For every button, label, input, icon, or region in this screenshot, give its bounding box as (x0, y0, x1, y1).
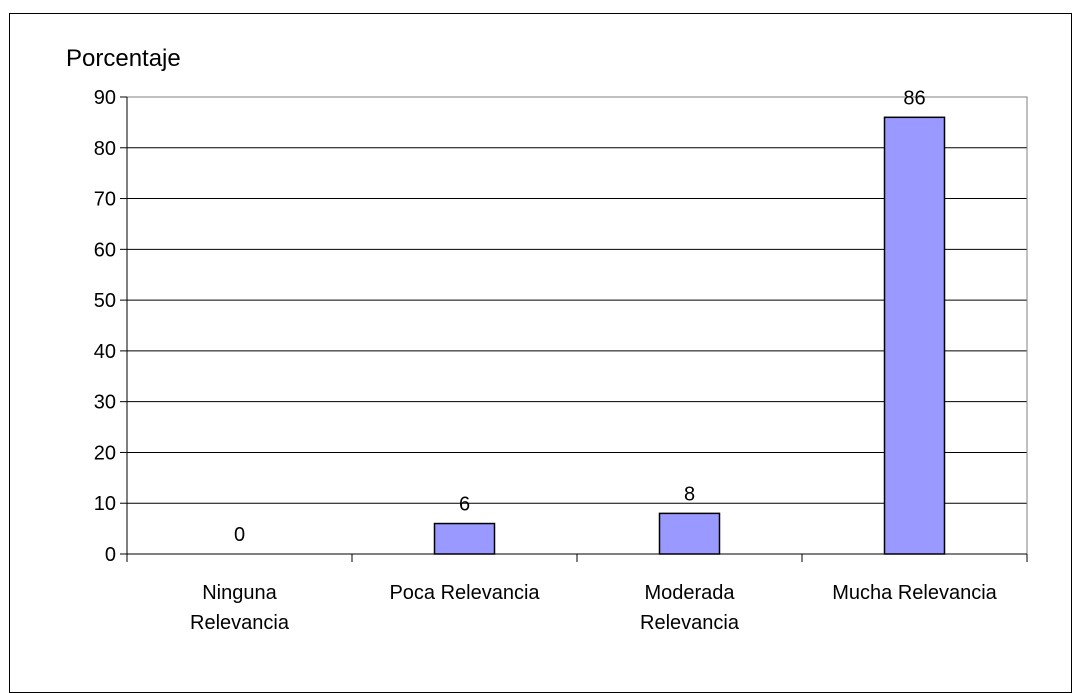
category-label: Moderada Relevancia (640, 582, 740, 634)
y-tick-label: 20 (94, 442, 116, 464)
y-tick-label: 40 (94, 341, 116, 363)
bar-chart: Porcentaje 0 10 20 30 40 50 60 70 80 90 0 6 8 86 Nin… (66, 45, 1028, 634)
y-tick-label: 30 (94, 392, 116, 414)
y-tick-label: 10 (94, 493, 116, 515)
axes (120, 96, 1028, 562)
bar (883, 116, 946, 555)
category-labels: Ninguna Relevancia Poca Relevancia Moderada… (190, 582, 998, 634)
data-label: 8 (684, 483, 695, 505)
y-tick-label: 80 (94, 138, 116, 160)
category-label: Ninguna Relevancia (190, 582, 290, 634)
bar (658, 512, 721, 555)
bar (433, 522, 496, 555)
category-label: Mucha Relevancia (832, 582, 997, 604)
y-tick-labels: 0 10 20 30 40 50 60 70 80 90 (94, 87, 116, 566)
y-tick-label: 0 (105, 544, 116, 566)
y-tick-label: 60 (94, 239, 116, 261)
category-label: Poca Relevancia (389, 582, 540, 604)
data-label: 6 (459, 494, 470, 516)
y-tick-label: 70 (94, 189, 116, 211)
data-labels: 0 6 8 86 (234, 87, 926, 546)
bars (433, 116, 946, 555)
data-label: 0 (234, 524, 245, 546)
y-tick-label: 50 (94, 290, 116, 312)
data-label: 86 (903, 87, 925, 109)
y-tick-label: 90 (94, 87, 116, 109)
y-axis-label: Porcentaje (66, 45, 181, 72)
